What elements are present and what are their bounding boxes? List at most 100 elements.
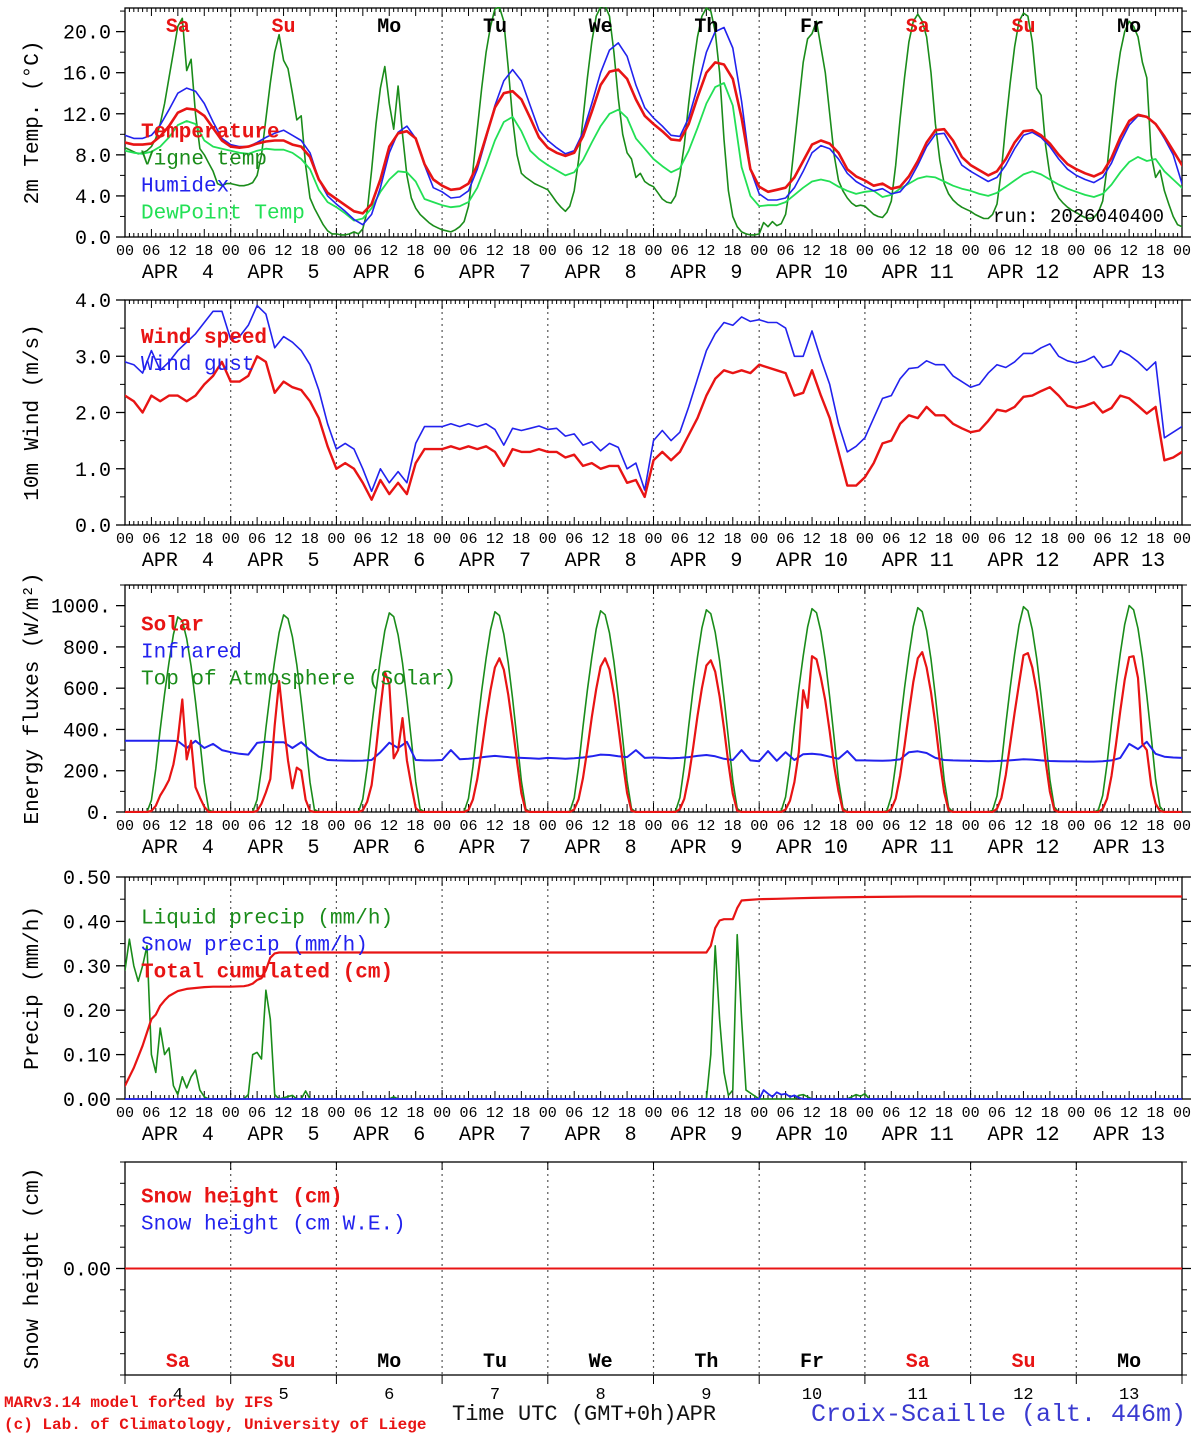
- hour-label: 18: [301, 243, 319, 260]
- series-vigne-temp: [125, 7, 1182, 236]
- day-name: We: [589, 16, 613, 39]
- hour-label: 00: [1067, 1105, 1085, 1122]
- day-name: Su: [1011, 16, 1035, 39]
- day-name: Mo: [1117, 1351, 1141, 1374]
- hour-label: 12: [169, 1105, 187, 1122]
- hour-label: 18: [618, 1105, 636, 1122]
- legend-temperature-0: Temperature: [141, 121, 280, 144]
- panel-snow: 0.00 Snow height (cm) Snow height (cm W.E.…: [22, 1161, 1191, 1405]
- hour-label: 00: [116, 243, 134, 260]
- hour-label: 12: [380, 1105, 398, 1122]
- hour-label: 18: [724, 818, 742, 835]
- hour-label: 00: [1067, 818, 1085, 835]
- hour-label: 00: [1067, 531, 1085, 548]
- hour-label: 18: [301, 818, 319, 835]
- legend-precip-2: Total cumulated (cm): [141, 962, 393, 985]
- legend-energy-1: Infrared: [141, 641, 242, 664]
- hour-label: 00: [856, 243, 874, 260]
- hour-label: 12: [380, 818, 398, 835]
- hour-label: 00: [962, 1105, 980, 1122]
- date-label: APR 4: [142, 262, 214, 285]
- day-number: 9: [701, 1386, 711, 1405]
- series-top-of-atmosphere: [125, 604, 1182, 813]
- ytick-label: 0.40: [63, 912, 111, 935]
- ylabel-temperature: 2m Temp. (°C): [22, 41, 45, 205]
- hour-label: 06: [777, 818, 795, 835]
- hour-label: 00: [750, 531, 768, 548]
- hour-label: 00: [433, 818, 451, 835]
- hour-label: 06: [354, 531, 372, 548]
- hour-label: 12: [1014, 1105, 1032, 1122]
- hour-label: 12: [909, 818, 927, 835]
- hour-label: 00: [750, 243, 768, 260]
- hour-label: 06: [777, 531, 795, 548]
- hour-label: 12: [1120, 243, 1138, 260]
- day-name: Fr: [800, 1351, 824, 1374]
- hour-label: 06: [142, 1105, 160, 1122]
- hour-label: 00: [327, 531, 345, 548]
- ylabel-snow: Snow height (cm): [22, 1168, 45, 1370]
- date-label: APR 7: [459, 550, 531, 573]
- date-label: APR 8: [565, 1124, 637, 1147]
- ytick-label: 16.0: [63, 64, 111, 87]
- ytick-label: 12.0: [63, 105, 111, 128]
- ytick-label: 0.0: [75, 228, 111, 251]
- date-label: APR 8: [565, 550, 637, 573]
- hour-label: 00: [1173, 531, 1191, 548]
- ylabel-wind: 10m Wind (m/s): [22, 324, 45, 500]
- ytick-label: 800.: [63, 638, 111, 661]
- hour-label: 00: [539, 531, 557, 548]
- hour-label: 00: [962, 531, 980, 548]
- hour-label: 18: [512, 243, 530, 260]
- hour-label: 12: [592, 1105, 610, 1122]
- hour-label: 12: [486, 1105, 504, 1122]
- legend-snow-1: Snow height (cm W.E.): [141, 1213, 406, 1236]
- series-total-cumulated: [125, 895, 1182, 1087]
- hour-label: 12: [169, 243, 187, 260]
- hour-label: 18: [301, 1105, 319, 1122]
- date-label: APR 4: [142, 1124, 214, 1147]
- date-label: APR 11: [882, 837, 954, 860]
- day-name: Su: [272, 16, 296, 39]
- series-wind-gust: [125, 304, 1182, 493]
- hour-label: 12: [1120, 818, 1138, 835]
- time-axis-month: APR: [676, 1402, 717, 1427]
- ytick-label: 4.0: [75, 291, 111, 314]
- day-name: Sa: [906, 1351, 930, 1374]
- date-label: APR 10: [776, 1124, 848, 1147]
- ytick-label: 0.0: [75, 516, 111, 539]
- date-label: APR 12: [987, 837, 1059, 860]
- hour-label: 00: [116, 531, 134, 548]
- panel-wind: 0.0 1.0 2.0 3.0 4.0 Wind speed Wind gust 10m Wi…: [22, 291, 1191, 573]
- hour-label: 18: [935, 1105, 953, 1122]
- date-label: APR 13: [1093, 550, 1165, 573]
- hour-label: 18: [1041, 243, 1059, 260]
- hour-label: 06: [354, 1105, 372, 1122]
- date-label: APR 9: [670, 550, 742, 573]
- hour-label: 06: [671, 1105, 689, 1122]
- date-label: APR 10: [776, 550, 848, 573]
- hour-label: 12: [169, 818, 187, 835]
- date-label: APR 6: [353, 837, 425, 860]
- footer-lab-credit: (c) Lab. of Climatology, University of L…: [4, 1416, 427, 1434]
- hour-label: 06: [1094, 243, 1112, 260]
- hour-label: 12: [909, 531, 927, 548]
- time-axis-label: Time UTC (GMT+0h)APR: [452, 1402, 716, 1427]
- series-temperature: [125, 61, 1182, 215]
- hour-label: 06: [460, 818, 478, 835]
- hour-label: 00: [539, 818, 557, 835]
- hour-label: 06: [777, 243, 795, 260]
- hour-label: 06: [565, 818, 583, 835]
- hour-label: 00: [222, 818, 240, 835]
- date-label: APR 11: [882, 1124, 954, 1147]
- day-name: Sa: [166, 1351, 190, 1374]
- hour-label: 18: [1041, 818, 1059, 835]
- date-label: APR 10: [776, 837, 848, 860]
- hour-label: 18: [829, 243, 847, 260]
- day-number: 5: [278, 1386, 288, 1405]
- series-solar: [125, 651, 1182, 813]
- panel-frame: [124, 299, 1183, 526]
- day-number: 13: [1119, 1386, 1139, 1405]
- hour-label: 12: [1014, 531, 1032, 548]
- hour-label: 06: [988, 1105, 1006, 1122]
